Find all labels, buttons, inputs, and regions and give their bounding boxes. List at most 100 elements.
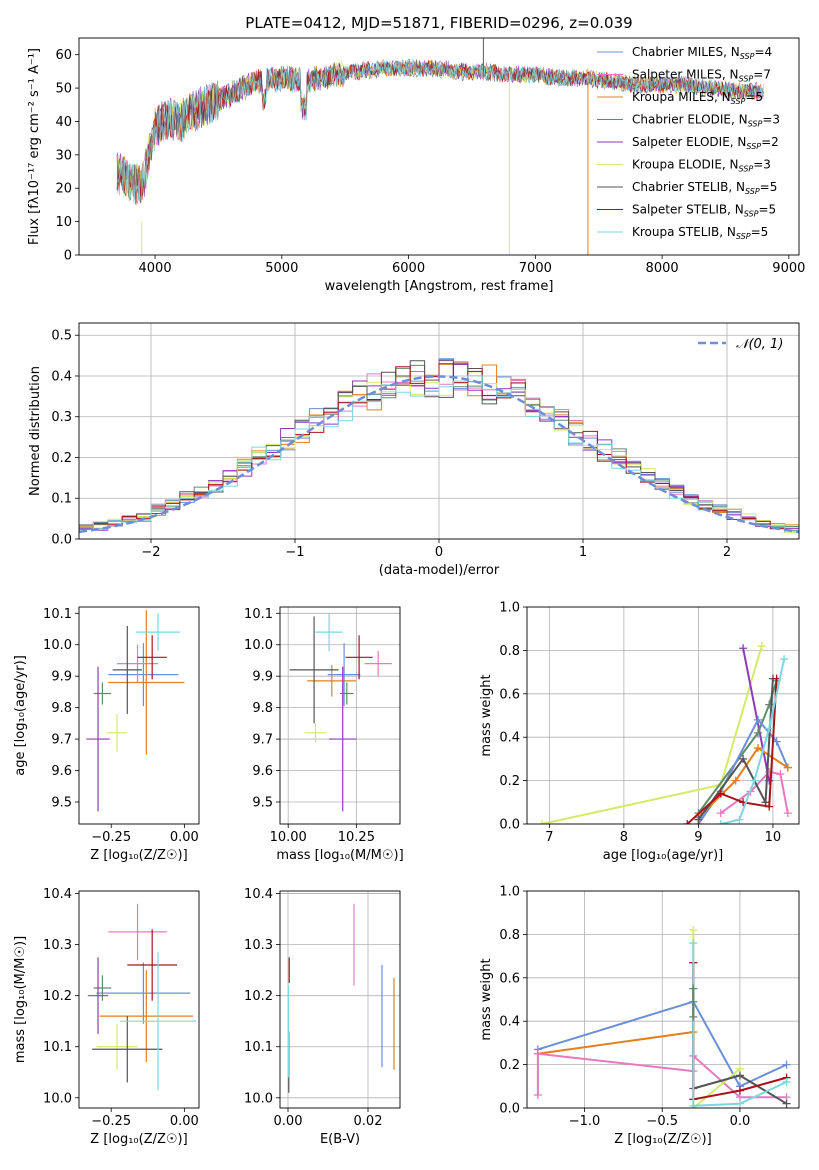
- y-tick-label: 9.8: [252, 701, 273, 716]
- plot-area: [289, 613, 392, 812]
- weight-marker: [731, 776, 740, 785]
- axes-frame: [279, 890, 401, 1109]
- x-tick-label: 0.0: [730, 1114, 751, 1129]
- legend-entry: Chabrier STELIB, NSSP=5: [632, 180, 777, 196]
- histogram-step: [79, 375, 799, 531]
- spectrum-line: [116, 59, 764, 203]
- y-tick-label: 0.0: [499, 1102, 520, 1117]
- x-tick-label: 8000: [646, 261, 679, 276]
- weight-marker: [754, 744, 763, 753]
- panel-residuals: −2 −1 0 1 2 0.0 0.1 0.2 0.3 0.4 0.5 (data-model)/er…: [28, 322, 800, 578]
- grid: [79, 323, 799, 540]
- y-tick-label: 0.8: [499, 644, 520, 659]
- y-tick-label: 0.6: [499, 971, 520, 986]
- legend-entry: Kroupa ELODIE, NSSP=3: [632, 158, 771, 174]
- legend-count: =5: [758, 203, 776, 217]
- y-tick-label: 10.1: [244, 1040, 273, 1055]
- y-tick-label: 9.9: [252, 670, 273, 685]
- x-tick-label: 10.25: [338, 830, 375, 845]
- panel-age-vs-Z: −0.25 0.00 9.5 9.6 9.7 9.8 9.9 10.0 10.1 Z [log₁₀…: [13, 606, 200, 863]
- x-axis-label: age [log₁₀(age/yr)]: [603, 848, 724, 863]
- x-axis-label: Z [log₁₀(Z/Z☉)]: [90, 848, 187, 863]
- axes-frame: [526, 606, 800, 825]
- y-axis-label: age [log₁₀(age/yr)]: [13, 655, 28, 776]
- panel-mass-vs-Z: −0.25 0.00 10.0 10.1 10.2 10.3 10.4 Z [log₁₀(Z/…: [13, 887, 200, 1147]
- weight-marker: [694, 815, 703, 824]
- weight-marker: [739, 754, 748, 763]
- x-tick-label: 5000: [265, 261, 298, 276]
- panel-age-vs-mass: 10.00 10.25 9.5 9.6 9.7 9.8 9.9 10.0 10.1 mass [l…: [244, 606, 404, 863]
- x-tick-label: 1: [579, 545, 587, 560]
- y-axis-label: Flux [fλ10⁻¹⁷ erg cm⁻² s⁻¹ A⁻¹]: [27, 48, 42, 245]
- y-tick-label: 0.8: [499, 928, 520, 943]
- legend-count: =5: [760, 180, 778, 194]
- y-tick-label: 0.4: [499, 731, 520, 746]
- y-tick-label: 0.0: [499, 818, 520, 833]
- y-tick-label: 9.6: [252, 764, 273, 779]
- x-tick-label: 6000: [392, 261, 425, 276]
- y-tick-label: 60: [55, 48, 72, 63]
- axes-frame: [78, 890, 200, 1109]
- panel-mass-weight-vs-age: 7 8 9 10 0.0 0.2 0.4 0.6 0.8 1.0 age [log₁₀(age/yr…: [479, 601, 800, 863]
- legend-subscript: SSP: [740, 52, 755, 61]
- legend-subscript: SSP: [744, 210, 759, 219]
- x-axis-label: (data-model)/error: [379, 563, 500, 578]
- x-tick-label: 2: [723, 545, 731, 560]
- legend-subscript: SSP: [745, 187, 760, 196]
- legend-subscript: SSP: [731, 97, 746, 106]
- axes-frame: [526, 890, 800, 1109]
- y-tick-label: 10.2: [43, 989, 72, 1004]
- legend-subscript: SSP: [746, 142, 761, 151]
- y-tick-label: 9.5: [51, 795, 72, 810]
- weight-marker: [689, 1012, 698, 1021]
- legend-count: =5: [751, 225, 769, 239]
- weight-marker: [754, 715, 763, 724]
- weight-marker: [739, 644, 748, 653]
- panel-mass-vs-ebv: 0.00 0.02 10.0 10.1 10.2 10.3 10.4 E(B-V): [244, 887, 401, 1147]
- figure-title: PLATE=0412, MJD=51871, FIBERID=0296, z=0…: [245, 14, 632, 32]
- x-tick-label: 10.00: [270, 830, 307, 845]
- y-tick-label: 0.6: [499, 687, 520, 702]
- weight-marker: [689, 926, 698, 935]
- weight-marker: [754, 728, 763, 737]
- x-tick-label: −2: [141, 545, 160, 560]
- y-tick-label: 9.7: [51, 733, 72, 748]
- legend-count: =4: [754, 45, 772, 59]
- x-tick-label: 0.00: [170, 830, 199, 845]
- grid: [527, 606, 799, 825]
- legend-subscript: SSP: [739, 75, 754, 84]
- legend-subscript: SSP: [739, 165, 754, 174]
- legend-count: =3: [753, 158, 771, 172]
- panel-spectrum: 4000 5000 6000 7000 8000 9000 0 10 20 30 40 50 60 wav…: [27, 37, 805, 294]
- y-tick-label: 10.4: [43, 887, 72, 902]
- legend-subscript: SSP: [736, 232, 751, 241]
- x-axis-label: Z [log₁₀(Z/Z☉)]: [90, 1132, 187, 1147]
- grid: [527, 890, 799, 1109]
- y-tick-label: 10.1: [244, 607, 273, 622]
- y-tick-label: 30: [55, 148, 72, 163]
- y-tick-label: 40: [55, 115, 72, 130]
- weight-marker: [783, 763, 792, 772]
- y-tick-label: 10.4: [244, 887, 273, 902]
- plot-area: [87, 903, 197, 1091]
- x-tick-label: 0.00: [170, 1114, 199, 1129]
- weight-line: [742, 648, 771, 781]
- weight-line: [537, 1031, 694, 1055]
- y-tick-label: 10.3: [244, 938, 273, 953]
- weight-marker: [750, 776, 759, 785]
- legend-count: =2: [761, 135, 779, 149]
- weight-marker: [537, 820, 546, 824]
- legend-entry: Kroupa MILES, NSSP=5: [632, 90, 763, 106]
- axes-frame: [78, 322, 800, 540]
- normal-curve: [79, 375, 799, 534]
- weight-marker: [716, 820, 725, 824]
- legend-subscript: SSP: [748, 120, 763, 129]
- y-tick-label: 10.0: [244, 1091, 273, 1106]
- panel-mass-weight-vs-Z: −1.0 −0.5 0.0 0.0 0.2 0.4 0.6 0.8 1.0 Z [log₁₀(Z/…: [479, 885, 800, 1147]
- weight-marker: [765, 802, 774, 811]
- weight-marker: [716, 789, 725, 798]
- x-tick-label: −1: [285, 545, 304, 560]
- y-tick-label: 0.3: [51, 410, 72, 425]
- y-tick-label: 0.2: [499, 774, 520, 789]
